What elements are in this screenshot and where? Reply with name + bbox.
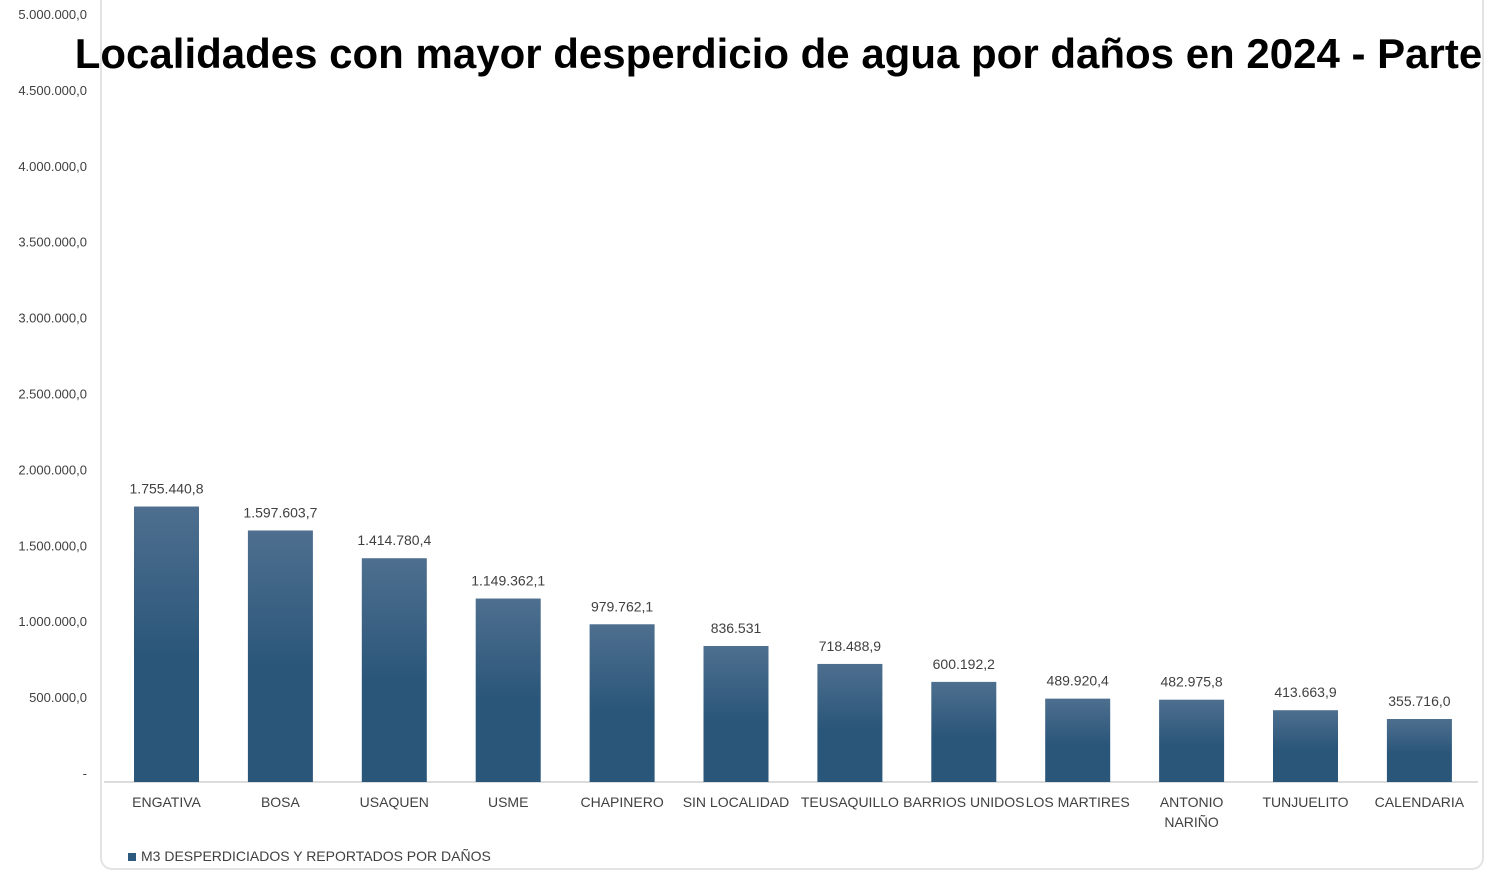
data-label: 836.531 xyxy=(711,620,762,636)
y-tick-label: 3.500.000,0 xyxy=(18,235,87,250)
x-tick-label: CALENDARIA xyxy=(1375,794,1465,810)
y-tick-label: - xyxy=(83,766,87,781)
plot-area-panel xyxy=(100,0,1484,870)
bar xyxy=(931,681,997,782)
bar xyxy=(703,646,769,782)
bar xyxy=(1159,699,1225,782)
data-label: 1.149.362,1 xyxy=(471,573,545,589)
data-label: 718.488,9 xyxy=(819,638,881,654)
x-tick-label: TEUSAQUILLO xyxy=(801,794,899,810)
bar xyxy=(1273,710,1338,782)
data-label: 600.192,2 xyxy=(933,656,995,672)
x-tick-label: SIN LOCALIDAD xyxy=(683,794,790,810)
data-label: 1.597.603,7 xyxy=(243,504,317,520)
bar xyxy=(361,558,427,782)
y-tick-label: 4.000.000,0 xyxy=(18,159,87,174)
bar xyxy=(817,663,883,782)
x-tick-label: BOSA xyxy=(261,794,301,810)
data-label: 413.663,9 xyxy=(1274,684,1336,700)
x-tick-label: ANTONIO xyxy=(1160,794,1224,810)
y-tick-label: 1.500.000,0 xyxy=(18,538,87,553)
data-labels-group: 1.755.440,8 1.597.603,7 1.414.780,4 1.149.3… xyxy=(130,481,1451,709)
x-tick-label: LOS MARTIRES xyxy=(1026,794,1130,810)
x-tick-label: NARIÑO xyxy=(1164,814,1219,830)
bar xyxy=(1045,698,1111,782)
y-tick-label: 1.000.000,0 xyxy=(18,614,87,629)
bar xyxy=(247,530,313,782)
x-tick-label: TUNJUELITO xyxy=(1262,794,1348,810)
bar xyxy=(475,598,541,782)
data-label: 355.716,0 xyxy=(1388,693,1450,709)
y-tick-label: 500.000,0 xyxy=(29,690,87,705)
legend: M3 DESPERDICIADOS Y REPORTADOS POR DAÑOS xyxy=(128,848,491,864)
x-axis-tick-labels: ENGATIVA BOSA USAQUEN USME CHAPINERO SIN LOCA… xyxy=(132,794,1465,830)
bar xyxy=(1386,719,1452,782)
data-label: 1.414.780,4 xyxy=(357,532,431,548)
y-tick-label: 4.500.000,0 xyxy=(18,83,87,98)
y-tick-label: 3.000.000,0 xyxy=(18,311,87,326)
bars-group xyxy=(134,506,1452,782)
legend-swatch xyxy=(128,853,136,861)
data-label: 1.755.440,8 xyxy=(130,481,204,497)
y-tick-label: 2.000.000,0 xyxy=(18,462,87,477)
data-label: 489.920,4 xyxy=(1047,673,1109,689)
data-label: 979.762,1 xyxy=(591,598,653,614)
bar xyxy=(589,624,655,782)
data-label: 482.975,8 xyxy=(1160,674,1222,690)
y-tick-label: 2.500.000,0 xyxy=(18,387,87,402)
chart-title: Localidades con mayor desperdicio de agu… xyxy=(75,30,1486,77)
y-tick-label: 5.000.000,0 xyxy=(18,7,87,22)
x-tick-label: USME xyxy=(488,794,528,810)
x-tick-label: ENGATIVA xyxy=(132,794,201,810)
x-tick-label: CHAPINERO xyxy=(580,794,663,810)
y-axis-tick-labels: - 500.000,0 1.000.000,0 1.500.000,0 2.000.00… xyxy=(18,7,87,781)
legend-label: M3 DESPERDICIADOS Y REPORTADOS POR DAÑOS xyxy=(141,848,491,864)
bar xyxy=(134,506,199,782)
x-tick-label: USAQUEN xyxy=(360,794,429,810)
x-tick-label: BARRIOS UNIDOS xyxy=(903,794,1024,810)
